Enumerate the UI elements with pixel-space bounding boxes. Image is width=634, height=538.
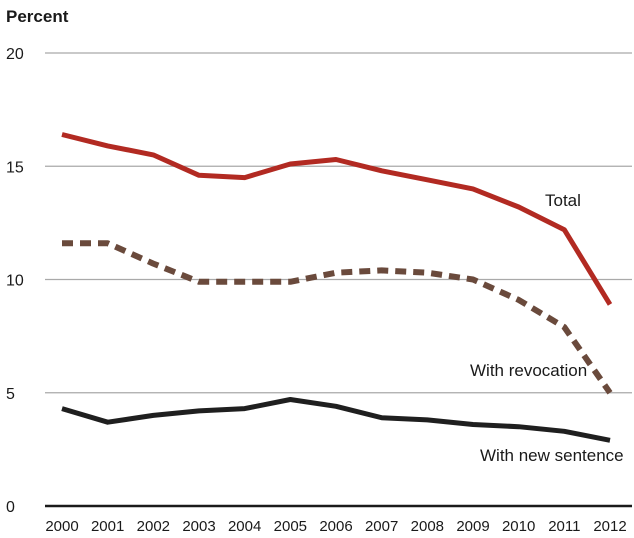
x-tick-label-2004: 2004	[228, 518, 261, 535]
series-label-with-revocation: With revocation	[470, 361, 587, 380]
series-line-with-revocation	[62, 240, 613, 395]
x-tick-label-2001: 2001	[91, 518, 124, 535]
x-tick-labels: 2000 2001 2002 2003 2004 2005 2006 2007 2008 2009…	[45, 518, 626, 535]
x-tick-label-2007: 2007	[365, 518, 398, 535]
series-label-total: Total	[545, 191, 581, 210]
y-tick-label-15: 15	[6, 159, 24, 176]
gridlines	[45, 52, 632, 508]
y-tick-label-0: 0	[6, 499, 15, 516]
x-tick-label-2008: 2008	[411, 518, 444, 535]
y-tick-label-10: 10	[6, 273, 24, 290]
y-tick-labels: 0 5 10 15 20	[6, 46, 24, 516]
x-tick-label-2012: 2012	[593, 518, 626, 535]
x-tick-label-2002: 2002	[137, 518, 170, 535]
x-tick-label-2011: 2011	[548, 518, 580, 535]
series-labels: Total With revocation With new sentence	[470, 191, 624, 465]
series-label-with-new-sentence: With new sentence	[480, 446, 624, 465]
series-lines	[61, 132, 613, 443]
x-tick-label-2005: 2005	[274, 518, 307, 535]
x-tick-label-2000: 2000	[45, 518, 78, 535]
x-tick-label-2006: 2006	[319, 518, 352, 535]
y-tick-label-5: 5	[6, 386, 15, 403]
y-tick-label-20: 20	[6, 46, 24, 63]
series-line-total	[61, 132, 613, 306]
series-line-with-new-sentence	[61, 397, 611, 443]
x-tick-label-2009: 2009	[456, 518, 489, 535]
y-axis-label: Percent	[6, 7, 69, 26]
x-tick-label-2010: 2010	[502, 518, 535, 535]
x-tick-label-2003: 2003	[182, 518, 215, 535]
